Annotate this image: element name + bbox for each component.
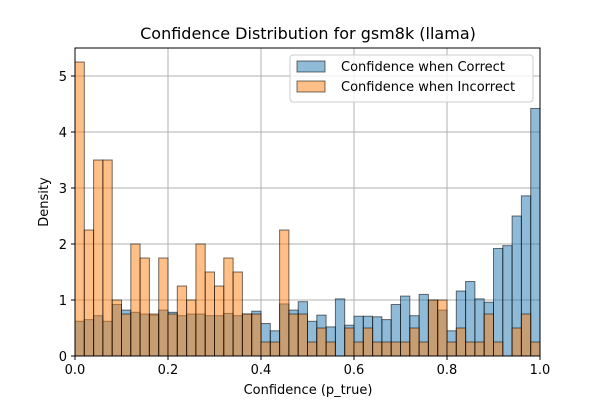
- bar-incorrect-41: [455, 327, 467, 357]
- bar-incorrect-42: [465, 341, 476, 357]
- bar-incorrect-38: [427, 299, 439, 357]
- y-axis-ticks: 0 1 2 3 4 5: [59, 70, 75, 365]
- bar-incorrect-43: [474, 341, 485, 357]
- legend-box: [289, 54, 534, 103]
- bar-incorrect-5: [121, 313, 132, 357]
- legend-label-correct: Confidence when Correct: [341, 60, 505, 75]
- bar-incorrect-18: [241, 313, 253, 357]
- bar-incorrect-27: [325, 341, 336, 357]
- bar-incorrect-0: [74, 61, 85, 357]
- bar-incorrect-16: [223, 257, 234, 357]
- bar-correct-49: [530, 107, 541, 357]
- y-tick-label-3: 3: [59, 182, 67, 197]
- bar-incorrect-24: [297, 313, 309, 357]
- legend: Confidence when Correct Confidence when I…: [289, 54, 534, 103]
- bar-incorrect-32: [372, 341, 383, 357]
- x-tick-label-0: 0.0: [65, 363, 86, 378]
- bar-incorrect-20: [260, 341, 271, 357]
- axes-frame: [74, 47, 541, 357]
- bar-incorrect-10: [167, 313, 178, 357]
- x-tick-label-3: 0.6: [344, 363, 365, 378]
- bar-incorrect-9: [158, 257, 169, 357]
- bar-incorrect-1: [83, 229, 95, 357]
- y-tick-label-5: 5: [59, 70, 67, 85]
- legend-swatch-correct: [296, 60, 326, 73]
- bar-incorrect-48: [520, 313, 532, 357]
- bar-incorrect-22: [279, 229, 290, 357]
- bar-incorrect-8: [148, 313, 160, 357]
- bar-incorrect-2: [93, 159, 104, 357]
- bar-incorrect-19: [251, 313, 262, 357]
- y-tick-label-1: 1: [59, 294, 67, 309]
- legend-label-incorrect: Confidence when Incorrect: [341, 80, 515, 95]
- bar-incorrect-21: [269, 341, 281, 357]
- bar-incorrect-37: [418, 341, 429, 357]
- bar-incorrect-26: [316, 327, 327, 357]
- y-axis-label: Density: [37, 177, 52, 227]
- bar-incorrect-11: [176, 285, 188, 357]
- series-incorrect-bars: [74, 61, 541, 357]
- bar-correct-45: [493, 247, 504, 357]
- bar-incorrect-31: [362, 327, 374, 357]
- bar-incorrect-40: [446, 341, 457, 357]
- bar-incorrect-14: [204, 271, 215, 357]
- bar-incorrect-36: [409, 327, 420, 357]
- bar-incorrect-15: [214, 285, 225, 357]
- legend-swatch-incorrect: [296, 80, 326, 93]
- chart-title: Confidence Distribution for gsm8k (llama…: [140, 24, 476, 43]
- bar-correct-46: [502, 245, 513, 357]
- bar-incorrect-33: [381, 341, 392, 357]
- bar-incorrect-7: [139, 257, 150, 357]
- bar-incorrect-35: [400, 341, 411, 357]
- bar-incorrect-47: [511, 327, 522, 357]
- x-tick-label-5: 1.0: [530, 363, 551, 378]
- x-tick-label-2: 0.4: [251, 363, 272, 378]
- x-axis-ticks: 0.0 0.2 0.4 0.6 0.8 1.0: [65, 356, 551, 378]
- bar-incorrect-13: [195, 243, 206, 357]
- bar-incorrect-45: [493, 341, 504, 357]
- y-tick-label-0: 0: [59, 350, 67, 365]
- bar-incorrect-34: [390, 341, 402, 357]
- bar-incorrect-44: [483, 313, 495, 357]
- bar-correct-28: [334, 298, 346, 357]
- x-tick-label-1: 0.2: [158, 363, 179, 378]
- y-tick-label-2: 2: [59, 238, 67, 253]
- bar-incorrect-29: [344, 327, 355, 357]
- bar-incorrect-30: [353, 341, 364, 357]
- bar-incorrect-4: [111, 299, 122, 357]
- bar-incorrect-39: [437, 299, 448, 357]
- x-axis-label: Confidence (p_true): [244, 383, 373, 398]
- bar-incorrect-6: [130, 243, 141, 357]
- x-tick-label-4: 0.8: [437, 363, 458, 378]
- bar-incorrect-23: [288, 313, 299, 357]
- bar-incorrect-25: [307, 341, 318, 357]
- bar-incorrect-12: [186, 299, 197, 357]
- bar-incorrect-17: [232, 271, 243, 357]
- y-tick-label-4: 4: [59, 126, 67, 141]
- bar-incorrect-3: [102, 159, 113, 357]
- bar-incorrect-49: [530, 341, 541, 357]
